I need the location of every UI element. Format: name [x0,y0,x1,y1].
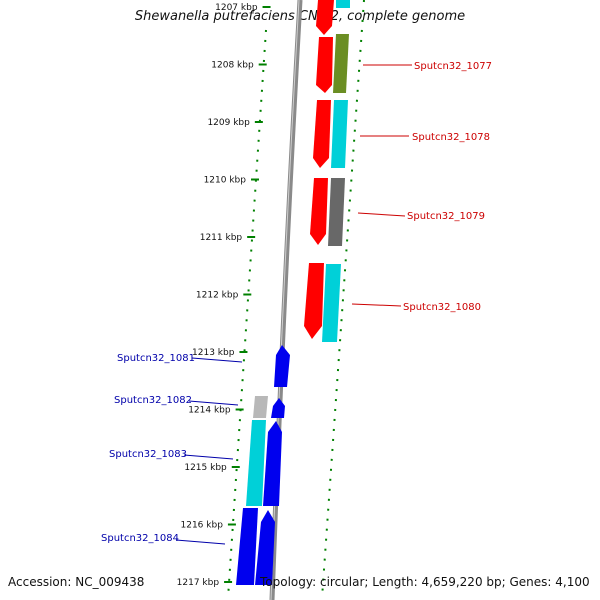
tick-marks [224,6,271,583]
label-sputcn32-1077[interactable]: Sputcn32_1077 [414,61,492,72]
label-1081-leader [191,357,243,363]
gene-1083-companion[interactable] [246,420,266,506]
gene-features-forward [304,0,350,342]
label-sputcn32-1083[interactable]: Sputcn32_1083 [109,449,187,460]
tick-label: 1209 kbp [207,118,250,128]
gene-1082-arrow[interactable] [271,398,285,418]
gene-features-reverse [236,345,290,585]
label-sputcn32-1081[interactable]: Sputcn32_1081 [117,353,195,364]
gene-1077-companion[interactable] [333,34,349,93]
label-sputcn32-1084[interactable]: Sputcn32_1084 [101,533,179,544]
tick-label: 1215 kbp [184,463,227,473]
genome-backbone [269,0,303,600]
label-sputcn32-1080[interactable]: Sputcn32_1080 [403,302,481,313]
gene-1079-arrow[interactable] [310,178,328,245]
tick-label: 1217 kbp [177,578,220,588]
backbone-highlight [270,0,300,600]
tick-label: 1213 kbp [192,348,235,358]
gene-1084-companion[interactable] [236,508,258,585]
gene-1083-arrow[interactable] [263,421,282,506]
label-sputcn32-1078[interactable]: Sputcn32_1078 [412,132,490,143]
tick-label: 1211 kbp [200,233,243,243]
tick-label: 1208 kbp [211,61,254,71]
tick-labels: 1207 kbp 1208 kbp 1209 kbp 1210 kbp 1211 kbp… [177,3,258,588]
gene-1078-arrow[interactable] [313,100,331,168]
tick-label: 1207 kbp [215,3,258,13]
gene-1076-arrow[interactable] [316,0,334,35]
label-1082-leader [188,400,239,406]
label-1084-leader [175,539,226,545]
label-1083-leader [183,454,234,460]
gene-1077-arrow[interactable] [316,37,333,93]
gene-1080-arrow[interactable] [304,263,324,339]
gene-1084-arrow[interactable] [255,510,275,585]
tick-label: 1214 kbp [188,406,231,416]
gene-1082-companion[interactable] [253,396,268,418]
gene-1078-companion[interactable] [331,100,348,168]
accession-text: Accession: NC_009438 [8,575,145,589]
tick-label: 1210 kbp [204,176,247,186]
topology-text: Topology: circular; Length: 4,659,220 bp… [260,575,590,589]
tick-label: 1212 kbp [196,291,239,301]
gene-1081-arrow[interactable] [274,345,290,387]
label-1079-leader [357,212,406,217]
gene-1079-companion[interactable] [328,178,345,246]
label-sputcn32-1079[interactable]: Sputcn32_1079 [407,211,485,222]
label-sputcn32-1082[interactable]: Sputcn32_1082 [114,395,192,406]
gene-1080-companion[interactable] [322,264,341,342]
label-1080-leader [351,303,402,307]
gene-labels-left: Sputcn32_1081 Sputcn32_1082 Sputcn32_108… [101,353,243,545]
gene-track-top-block[interactable] [336,0,350,8]
tick-label: 1216 kbp [181,521,224,531]
gene-labels-right: Sputcn32_1077 Sputcn32_1078 Sputcn32_107… [351,61,492,313]
